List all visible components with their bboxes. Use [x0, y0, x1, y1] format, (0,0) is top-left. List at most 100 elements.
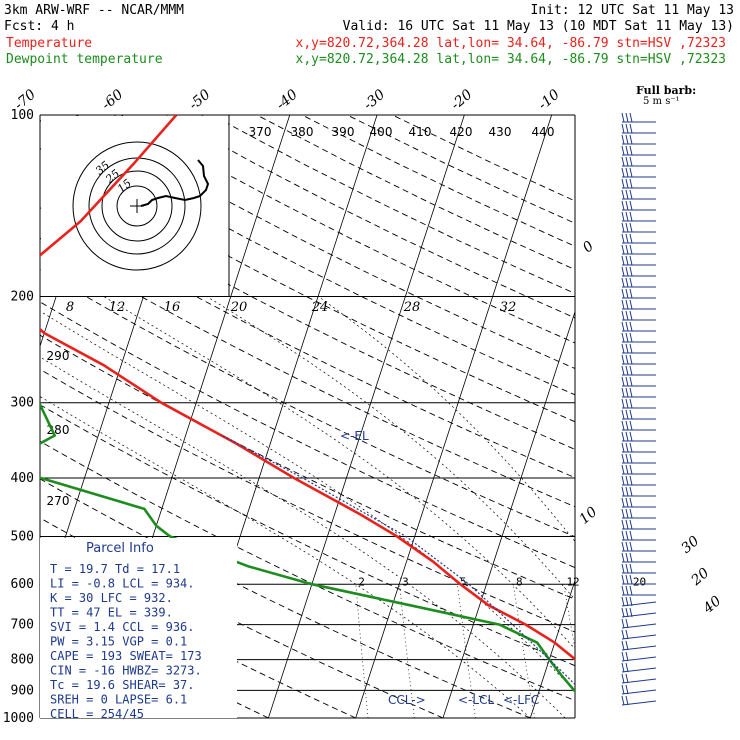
wind-barb-flag	[629, 145, 633, 156]
wind-barb-flag	[621, 431, 625, 442]
parcel-trace	[220, 434, 575, 686]
wind-barb-flag	[625, 574, 629, 585]
wind-barb-flag	[625, 299, 629, 310]
wind-barb-flag	[621, 420, 625, 431]
wind-barb-flag	[629, 585, 633, 596]
wind-barb	[621, 398, 656, 409]
wind-barb-flag	[625, 530, 629, 541]
pressure-tick-label: 1000	[3, 711, 34, 726]
wind-barb-flag	[625, 167, 629, 178]
dry-adiabat-line	[40, 368, 575, 633]
parcel-info-row: CAPE = 193 SWEAT= 173	[50, 649, 202, 663]
wind-barb-flag	[625, 321, 629, 332]
wind-barb-flag	[621, 673, 625, 684]
wind-barb-flag	[625, 640, 629, 651]
wind-barb-flag	[629, 332, 633, 343]
wind-barb	[621, 299, 656, 310]
wind-barb	[621, 530, 656, 541]
wind-barb	[621, 123, 656, 134]
wind-barb-flag	[629, 211, 633, 222]
wind-barb-flag	[621, 651, 625, 662]
wind-barb-flag	[621, 222, 625, 233]
theta-e-label: 270	[47, 494, 70, 508]
dry-adiabat-line	[40, 148, 575, 423]
wind-barb-flag	[629, 167, 633, 178]
wind-barb-flag	[621, 497, 625, 508]
hodograph-ring	[72, 141, 202, 271]
wind-barb-flag	[625, 200, 629, 211]
wind-barb	[621, 255, 656, 266]
temperature-tick-label: 30	[678, 533, 702, 557]
wind-barb-flag	[625, 354, 629, 365]
wind-barb	[621, 112, 656, 123]
wind-barb-flag	[629, 255, 633, 266]
wind-barb-flag	[621, 156, 625, 167]
el-annotation: <-EL	[340, 429, 369, 443]
temperature-trace	[40, 115, 575, 662]
wind-barb-flag	[621, 145, 625, 156]
wind-barb-flag	[625, 596, 629, 607]
wind-barb	[621, 519, 656, 530]
init-time: Init: 12 UTC Sat 11 May 13	[531, 3, 735, 18]
wind-barb-flag	[629, 200, 633, 211]
mixing-ratio-label: 8	[516, 576, 523, 589]
wind-barb	[621, 167, 656, 178]
theta-label: 370	[249, 125, 272, 139]
isotherm-line	[442, 310, 575, 718]
parcel-info-row: SREH = 0 LAPSE= 6.1	[50, 693, 187, 707]
speed-tick-label: 28	[403, 300, 421, 315]
wind-barb-flag	[629, 244, 633, 255]
pressure-tick-label: 800	[11, 653, 34, 668]
wind-barb-flag	[629, 123, 633, 134]
wind-barb-flag	[621, 607, 625, 618]
wind-barb-flag	[629, 222, 633, 233]
pressure-tick-label: 100	[11, 108, 34, 123]
wind-barb-flag	[625, 508, 629, 519]
parcel-info-title: Parcel Info	[86, 541, 154, 556]
parcel-info-row: T = 19.7 Td = 17.1	[50, 562, 180, 576]
temperature-tick-label: -30	[361, 87, 389, 114]
wind-barb-flag	[625, 541, 629, 552]
wind-barb-flag	[629, 541, 633, 552]
wind-barb-flag	[621, 299, 625, 310]
speed-tick-label: 12	[109, 300, 126, 315]
hodograph-trace	[140, 159, 210, 207]
dry-adiabat-line	[40, 301, 575, 569]
wind-barb	[621, 618, 657, 629]
wind-barb-flag	[621, 464, 625, 475]
wind-barb-flag	[625, 233, 629, 244]
wind-barb-flag	[621, 343, 625, 354]
dry-adiabat-line	[166, 115, 575, 319]
pressure-tick-label: 600	[11, 577, 34, 592]
speed-tick-label: 16	[164, 300, 181, 315]
wind-barb-flag	[625, 662, 629, 673]
wind-barb	[621, 420, 656, 431]
wind-barb	[621, 310, 656, 321]
temperature-tick-label: -50	[186, 87, 214, 114]
wind-barb	[621, 233, 656, 244]
hodograph-ring	[116, 185, 158, 227]
wind-barb-flag	[629, 442, 633, 453]
theta-label: 420	[450, 125, 473, 139]
wind-barb-flag	[629, 134, 633, 145]
wind-barb-flag	[621, 574, 625, 585]
pressure-tick-label: 200	[11, 290, 34, 305]
parcel-info-row: LI = -0.8 LCL = 934.	[50, 577, 195, 591]
wind-barb-flag	[625, 607, 629, 618]
wind-barb-flag	[621, 541, 625, 552]
wind-barb-flag	[625, 486, 629, 497]
wind-barb-flag	[621, 585, 625, 596]
wind-barb	[621, 563, 656, 574]
wind-barb-flag	[625, 387, 629, 398]
wind-barb-flag	[625, 123, 629, 134]
wind-barb-flag	[625, 156, 629, 167]
wind-barb-flag	[629, 475, 633, 486]
wind-barb-flag	[625, 629, 629, 640]
wind-barb-flag	[629, 486, 633, 497]
wind-barb-flag	[629, 354, 633, 365]
lfc-annotation: <-LFC	[503, 693, 539, 707]
wind-barb-flag	[621, 552, 625, 563]
wind-barb	[621, 134, 656, 145]
wind-barb	[621, 508, 656, 519]
